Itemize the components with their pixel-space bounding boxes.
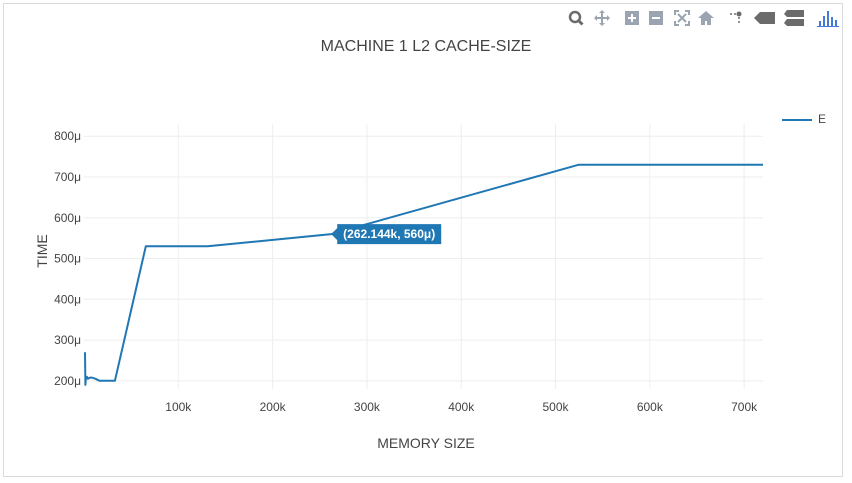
legend-label: E [818,112,827,126]
x-tick-label: 300k [354,400,381,414]
pan-icon[interactable] [592,8,612,28]
reset-axes-icon[interactable] [696,8,716,28]
x-tick-label: 200k [260,400,287,414]
y-tick-label: 800μ [54,129,81,143]
plotly-logo-icon[interactable] [816,8,840,28]
y-tick-label: 700μ [54,170,81,184]
zoom-in-icon[interactable] [622,8,642,28]
zoom-icon[interactable] [566,8,586,28]
x-tick-label: 100k [165,400,192,414]
y-tick-label: 500μ [54,252,81,266]
legend-swatch [782,119,812,121]
autoscale-icon[interactable] [672,8,692,28]
y-tick-label: 600μ [54,211,81,225]
hover-compare-icon[interactable] [782,8,806,28]
hover-closest-icon[interactable] [752,8,776,28]
x-tick-label: 400k [448,400,475,414]
x-tick-label: 500k [543,400,570,414]
x-axis-title: MEMORY SIZE [377,435,475,451]
y-tick-label: 200μ [54,374,81,388]
hover-label-text: (262.144k, 560μ) [343,227,435,241]
zoom-out-icon[interactable] [646,8,666,28]
x-tick-label: 700k [731,400,758,414]
hover-label-box [331,224,442,245]
y-tick-label: 400μ [54,292,81,306]
series-line[interactable] [84,163,763,386]
y-tick-label: 300μ [54,333,81,347]
x-tick-label: 600k [637,400,664,414]
spike-lines-icon[interactable] [726,8,746,28]
chart-title: MACHINE 1 L2 CACHE-SIZE [320,38,532,55]
